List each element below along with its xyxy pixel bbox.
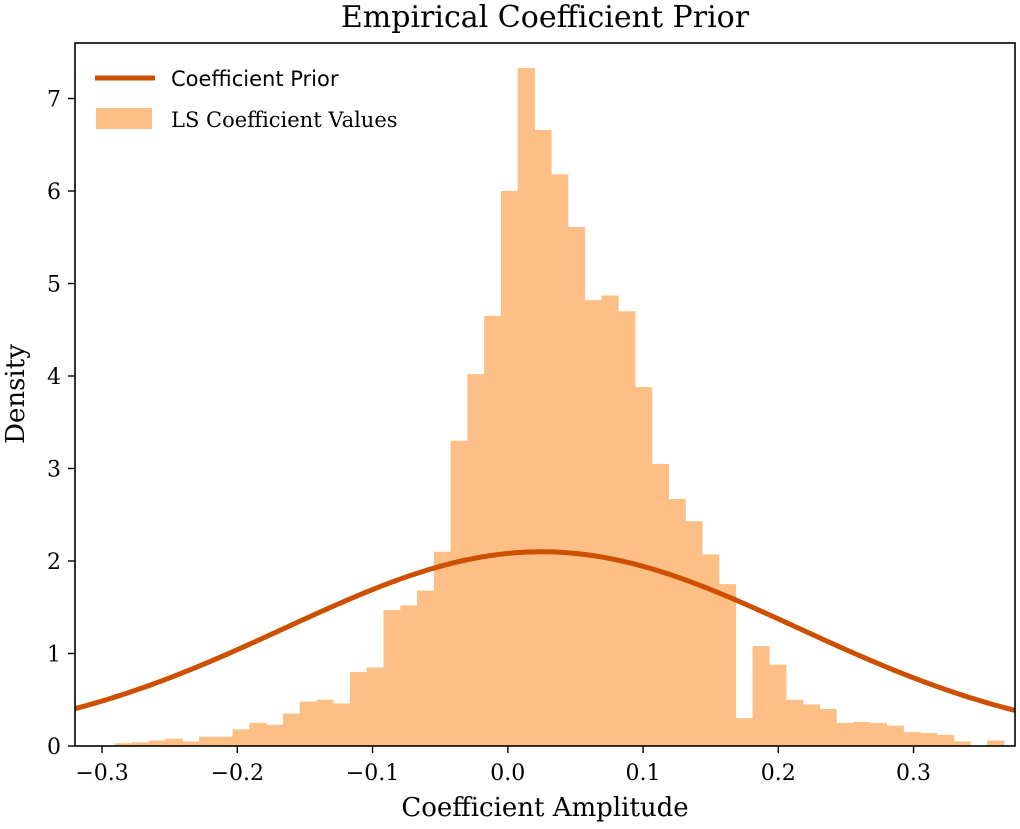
histogram-bar [836,722,854,747]
prior-curve-layer [74,549,1016,713]
histogram-bar [182,741,200,747]
histogram-bar [886,725,904,746]
histogram-bar [685,521,703,746]
histogram-bar [199,736,217,746]
y-tick-label: 4 [47,365,61,390]
legend: Coefficient Prior LS Coefficient Values [95,67,398,132]
prior-curve [74,549,1016,713]
x-tick-label: −0.3 [75,761,128,786]
histogram-bar [920,733,938,746]
histogram-bar [584,300,602,746]
y-axis-ticks: 0 1 2 3 4 5 6 7 [47,88,75,760]
histogram-bar [232,729,250,746]
y-axis-label: Density [1,344,31,444]
histogram-bar [484,315,502,746]
histogram-bar [819,709,837,746]
x-tick-label: 0.3 [896,761,931,786]
histogram-bar [131,742,150,746]
histogram-bar [366,667,384,747]
x-axis-label: Coefficient Amplitude [401,793,688,823]
histogram-bar [735,718,753,746]
chart-title: Empirical Coefficient Prior [341,0,750,35]
y-tick-label: 6 [47,180,61,205]
histogram-bar [215,736,233,746]
histogram-bar [869,722,888,747]
x-tick-label: −0.2 [211,761,264,786]
histogram-bar [383,610,401,746]
histogram-bar [534,129,552,746]
legend-label-coefficient-prior: Coefficient Prior [171,67,339,91]
legend-label-ls-coefficient-values: LS Coefficient Values [171,108,398,132]
histogram-bar [400,605,418,746]
y-tick-label: 5 [47,273,61,298]
x-axis-ticks: −0.3 −0.2 −0.1 0.0 0.1 0.2 0.3 [75,746,931,786]
histogram-bar [148,740,166,746]
x-tick-label: 0.2 [761,761,796,786]
histogram-bar [282,713,301,747]
legend-swatch-ls-coefficient-values [96,108,152,129]
histogram-bar [936,734,955,746]
histogram-bar [601,295,619,746]
histogram-bar [786,699,804,746]
histogram-bar [266,724,284,746]
y-tick-label: 0 [47,735,61,760]
histogram-bar [165,738,183,746]
y-tick-label: 2 [47,550,61,575]
histogram-bar [853,721,871,746]
histogram-bar [249,722,267,747]
y-tick-label: 3 [47,458,61,483]
histogram-bar [115,743,133,746]
histogram-bar [517,67,535,747]
histogram-bar [651,463,670,747]
histogram-bar [299,701,317,746]
plot-area-frame [74,42,1016,747]
histogram-bar [903,732,921,747]
histogram-bar [417,590,435,746]
histogram-bar [349,672,368,746]
y-tick-label: 7 [47,88,61,113]
x-tick-label: 0.0 [490,761,525,786]
histogram-bar [802,704,820,747]
histogram-bar [450,440,468,746]
histogram-bar [718,584,737,747]
histogram-bar [668,499,686,746]
histogram-bar [433,551,451,746]
x-tick-label: 0.1 [626,761,661,786]
histogram-bar [769,664,787,746]
histogram-bar [316,699,334,746]
histogram-bar [500,191,519,746]
histogram-bar [987,740,1005,746]
histogram-bar [551,174,569,747]
x-tick-label: −0.1 [346,761,399,786]
histogram-bar [752,646,770,746]
histogram-bar [953,741,971,747]
histogram-bar [618,311,636,746]
histogram-bar [333,703,351,746]
histogram-bar [702,554,720,746]
histogram-bar [567,227,586,746]
y-tick-label: 1 [47,643,61,668]
